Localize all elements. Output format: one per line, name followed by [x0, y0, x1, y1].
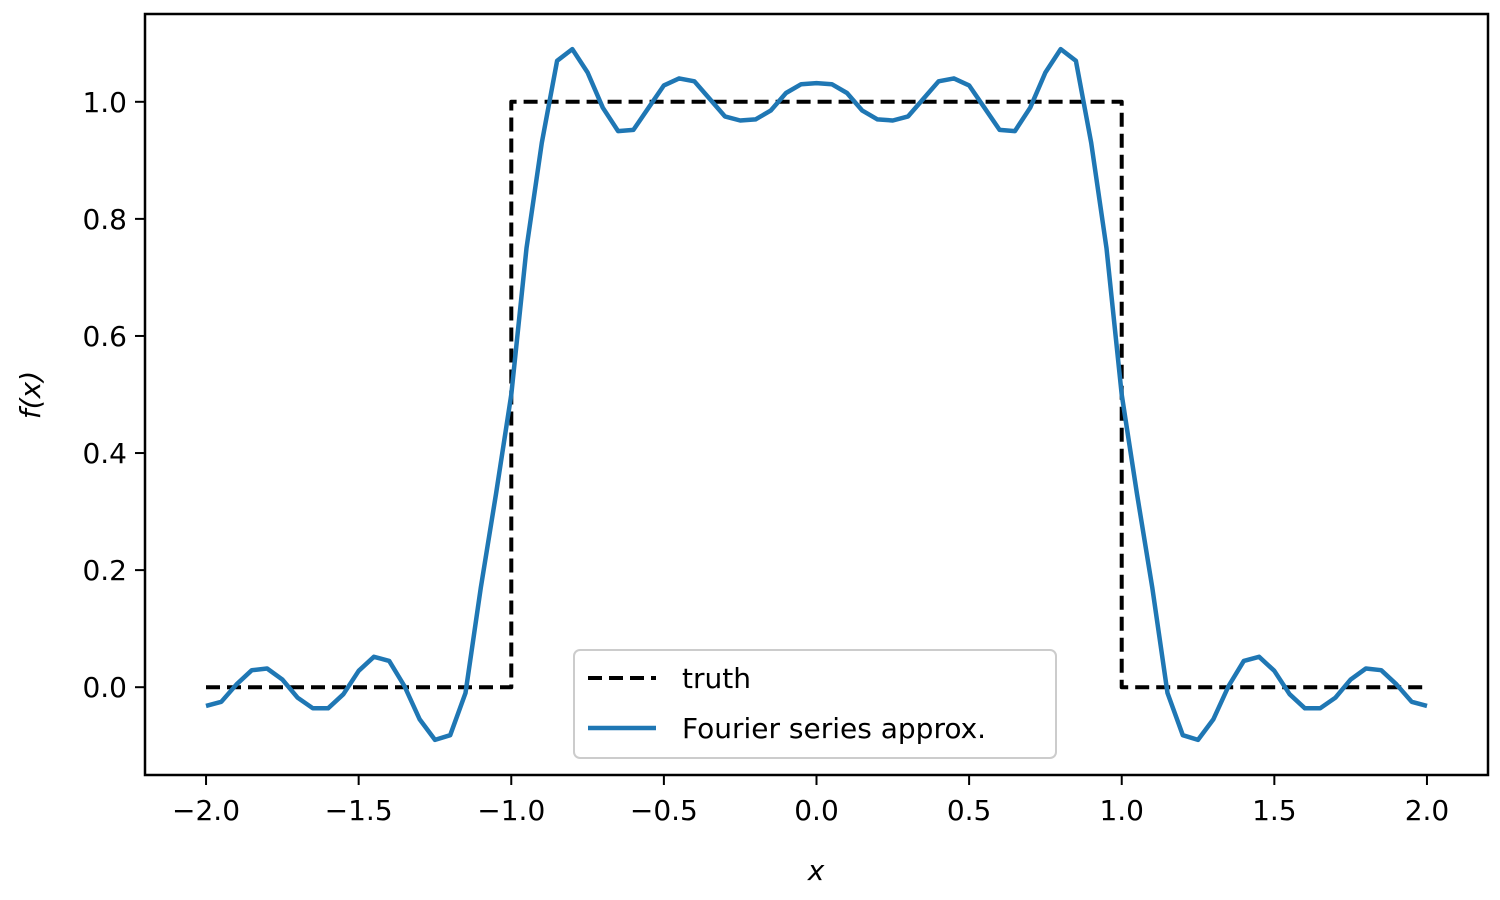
legend-box: [573, 649, 1057, 759]
y-tick-label: 0.2: [82, 554, 127, 587]
legend-truth-label: truth: [682, 662, 751, 695]
x-tick-label: 0.5: [947, 794, 992, 827]
legend-fourier-label: Fourier series approx.: [682, 712, 986, 745]
y-tick-label: 0.4: [82, 437, 127, 470]
truth-series-line: [206, 99, 1427, 690]
x-tick-label: 1.0: [1099, 794, 1144, 827]
y-tick-label: 0.0: [82, 671, 127, 704]
y-axis-label: f(x): [14, 371, 47, 419]
axis-ticks: −2.0 −1.5 −1.0 −0.5 0.0 0.5 1.0 1.5 2.0 0.0 0.2 0.4…: [82, 86, 1449, 827]
y-tick-label: 1.0: [82, 86, 127, 119]
x-tick-label: 2.0: [1405, 794, 1450, 827]
x-tick-label: 1.5: [1252, 794, 1297, 827]
x-tick-label: −1.0: [477, 794, 545, 827]
x-tick-label: −2.0: [172, 794, 240, 827]
y-tick-label: 0.8: [82, 203, 127, 236]
plot-area: [205, 46, 1428, 743]
fourier-series-line: [205, 46, 1428, 743]
x-axis-label: x: [807, 854, 825, 887]
y-tick-label: 0.6: [82, 320, 127, 353]
legend: truth Fourier series approx.: [573, 649, 1057, 759]
x-tick-label: −1.5: [325, 794, 393, 827]
x-tick-label: 0.0: [794, 794, 839, 827]
x-tick-label: −0.5: [630, 794, 698, 827]
